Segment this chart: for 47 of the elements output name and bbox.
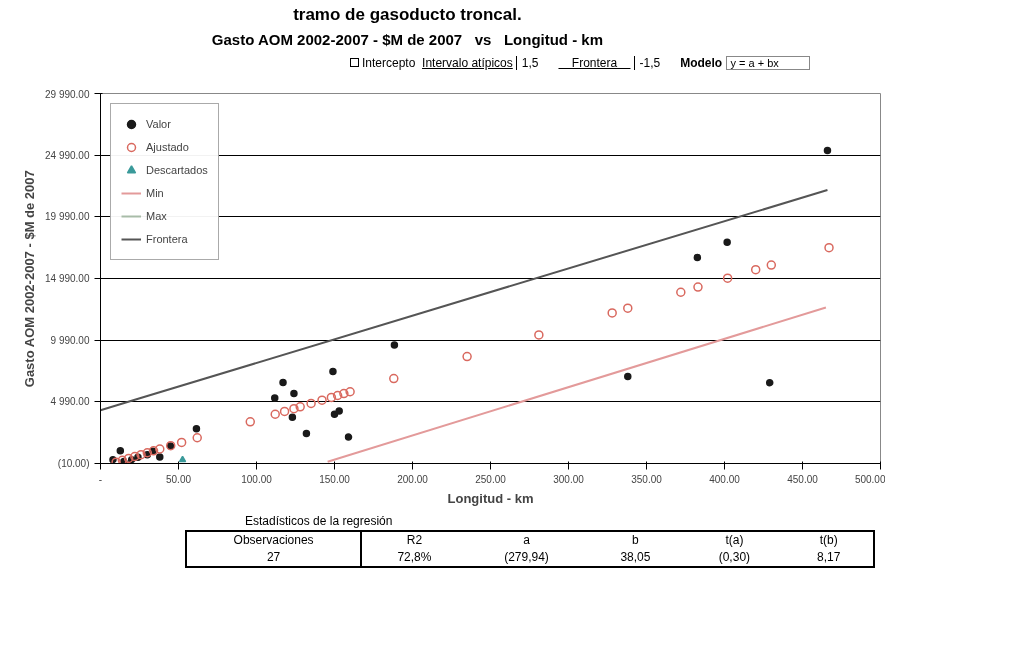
y-axis-title: Gasto AOM 2002-2007 - $M de 2007 (22, 170, 38, 388)
text: 72,8% (396, 549, 433, 567)
legend-label: Ajustado (146, 141, 189, 153)
x-tick-label: 200.00 (397, 473, 429, 485)
text: (0,30) (717, 549, 752, 567)
text: 27 (186, 549, 362, 568)
x-tick-label: 300.00 (553, 473, 585, 485)
y-tick-label: 9 990.00 (50, 334, 90, 346)
chart-title: tramo de gasoducto troncal. (292, 4, 523, 26)
y-tick-label: 29 990.00 (45, 88, 90, 100)
y-tick-label: (10.00) (57, 458, 90, 469)
x-tick-label: 400.00 (709, 473, 741, 485)
chart-subtitle: Gasto AOM 2002-2007 - $M de 2007 vs Longitud - km (210, 30, 605, 51)
legend-label: Max (146, 210, 167, 222)
text: a (522, 532, 531, 550)
y-tick-label: 24 990.00 (45, 149, 90, 161)
text: Intervalo atípicos (422, 55, 513, 70)
x-tick-label: 450.00 (787, 473, 819, 485)
legend-label: Valor (146, 118, 171, 130)
text: b (631, 532, 640, 550)
text: Estadísticos de la regresión (245, 513, 394, 530)
text: (279,94) (503, 549, 550, 567)
legend-label: Descartados (146, 164, 208, 176)
text: y = a + bx (725, 55, 810, 70)
text: t(b) (818, 532, 839, 550)
legend-label: Min (146, 187, 165, 199)
text: 38,05 (619, 549, 652, 567)
y-tick-label: 19 990.00 (45, 211, 90, 223)
x-tick-label: 250.00 (475, 473, 507, 485)
x-tick-label: 50.00 (165, 473, 192, 485)
x-tick-label: 500.00 (854, 473, 886, 485)
x-tick-label: 150.00 (319, 473, 351, 485)
text: t(a) (724, 532, 745, 550)
text: 1,5 (515, 55, 539, 70)
x-tick-label: 100.00 (241, 473, 273, 485)
text: 8,17 (816, 549, 842, 567)
legend-label: Frontera (146, 233, 188, 245)
text: -1,5 (633, 55, 661, 70)
text: Observaciones (186, 531, 362, 550)
text: Modelo (680, 55, 723, 70)
text: R2 (405, 532, 424, 550)
y-tick-label: 4 990.00 (50, 396, 90, 408)
y-tick-label: 14 990.00 (45, 273, 90, 284)
x-tick-label: - (98, 473, 103, 485)
x-tick-label: 350.00 (631, 473, 663, 485)
x-axis-title: Longitud - km (447, 490, 534, 506)
text: Intercepto (362, 55, 416, 70)
